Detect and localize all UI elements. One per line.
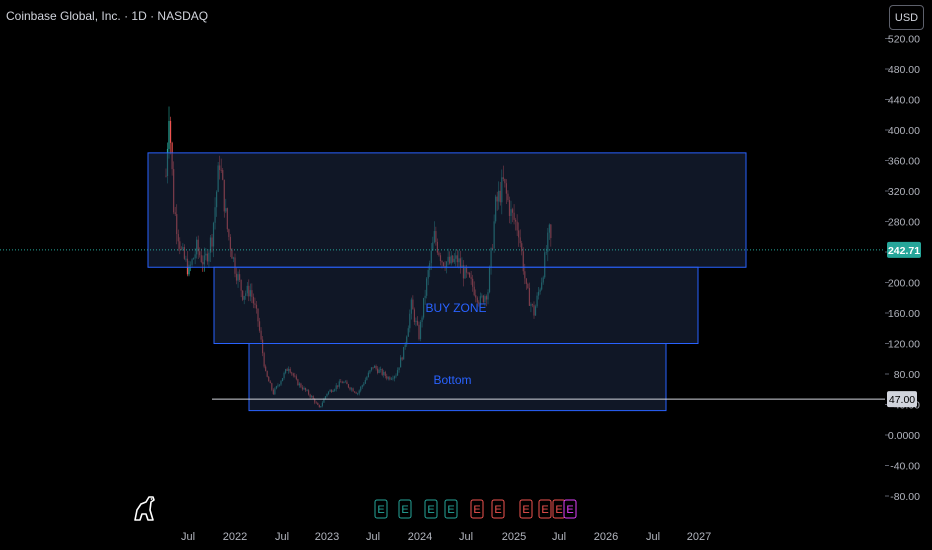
current-price-label: 242.71 bbox=[887, 241, 921, 258]
time-tick-label: Jul bbox=[646, 531, 660, 543]
candle bbox=[169, 116, 172, 155]
time-axis[interactable]: Jul 2022 Jul 2023 Jul 2024 Jul 2025 Jul 2026 Jul 20… bbox=[181, 531, 711, 543]
price-tick-label: 440.00 bbox=[888, 95, 920, 107]
svg-text:E: E bbox=[522, 504, 529, 516]
price-tick-label: 80.00 bbox=[894, 369, 920, 381]
time-tick-label: 2024 bbox=[408, 531, 432, 543]
tradingview-logo-icon bbox=[134, 496, 155, 521]
price-tick-label: 320.00 bbox=[888, 186, 920, 198]
earnings-marker[interactable]: E bbox=[563, 499, 577, 519]
time-tick-label: 2022 bbox=[223, 531, 247, 543]
price-tick-label: 280.00 bbox=[888, 217, 920, 229]
time-tick-label: Jul bbox=[366, 531, 380, 543]
earnings-marker[interactable]: E bbox=[552, 499, 566, 519]
time-tick-label: 2027 bbox=[687, 531, 711, 543]
upper-zone[interactable] bbox=[147, 152, 747, 268]
svg-text:E: E bbox=[541, 504, 548, 516]
bottom-zone[interactable]: Bottom bbox=[248, 343, 667, 412]
svg-text:E: E bbox=[401, 504, 408, 516]
earnings-marker[interactable]: E bbox=[538, 499, 552, 519]
earnings-marker[interactable]: E bbox=[519, 499, 533, 519]
level-price-label: 47.00 bbox=[887, 391, 917, 408]
price-tick-label: 360.00 bbox=[888, 156, 920, 168]
price-tick-label: 0.0000 bbox=[888, 430, 920, 442]
price-tick-label: 200.00 bbox=[888, 278, 920, 290]
svg-text:E: E bbox=[427, 504, 434, 516]
time-tick-label: 2023 bbox=[315, 531, 339, 543]
svg-text:E: E bbox=[447, 504, 454, 516]
svg-text:242.71: 242.71 bbox=[888, 245, 920, 257]
svg-text:E: E bbox=[377, 504, 384, 516]
price-tick-label: 400.00 bbox=[888, 125, 920, 137]
time-tick-label: 2026 bbox=[594, 531, 618, 543]
earnings-marker[interactable]: E bbox=[398, 499, 412, 519]
price-tick-label: 160.00 bbox=[888, 308, 920, 320]
currency-button[interactable]: USD bbox=[889, 5, 924, 30]
price-tick-label: -40.00 bbox=[890, 461, 920, 473]
svg-text:E: E bbox=[566, 504, 573, 516]
time-tick-label: 2025 bbox=[502, 531, 526, 543]
zone-label: BUY ZONE bbox=[425, 301, 486, 315]
time-tick-label: Jul bbox=[459, 531, 473, 543]
earnings-marker[interactable]: E bbox=[374, 499, 388, 519]
zone-label: Bottom bbox=[434, 373, 472, 387]
svg-text:E: E bbox=[555, 504, 562, 516]
symbol-title[interactable]: Coinbase Global, Inc. · 1D · NASDAQ bbox=[6, 9, 209, 23]
earnings-marker[interactable]: E bbox=[444, 499, 458, 519]
buy-zone[interactable]: BUY ZONE bbox=[213, 266, 699, 344]
svg-text:E: E bbox=[473, 504, 480, 516]
svg-text:E: E bbox=[494, 504, 501, 516]
price-tick-label: 480.00 bbox=[888, 64, 920, 76]
time-tick-label: Jul bbox=[181, 531, 195, 543]
price-tick-label: 120.00 bbox=[888, 339, 920, 351]
svg-text:47.00: 47.00 bbox=[889, 394, 915, 406]
price-tick-label: -80.00 bbox=[890, 491, 920, 503]
earnings-marker[interactable]: E bbox=[470, 499, 484, 519]
earnings-marker[interactable]: E bbox=[491, 499, 505, 519]
candle bbox=[168, 106, 170, 159]
time-tick-label: Jul bbox=[275, 531, 289, 543]
time-tick-label: Jul bbox=[552, 531, 566, 543]
price-tick-label: 520.00 bbox=[888, 34, 920, 46]
price-axis[interactable]: 520.00 480.00 440.00 400.00 360.00 320.00 280.… bbox=[885, 34, 921, 504]
earnings-marker[interactable]: E bbox=[424, 499, 438, 519]
